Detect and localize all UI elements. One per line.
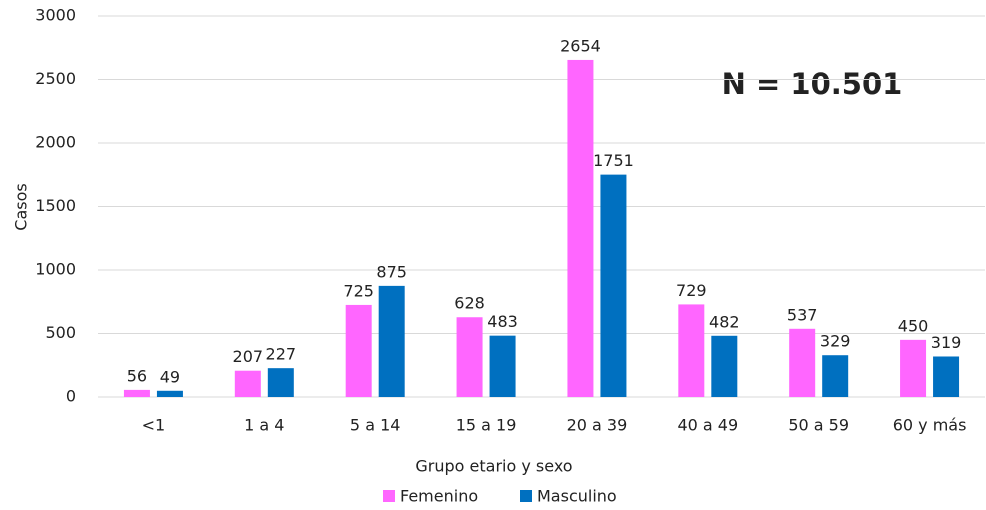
- data-label: 729: [676, 281, 707, 300]
- data-label: 227: [266, 345, 297, 364]
- y-tick-label: 2000: [35, 133, 76, 152]
- data-label: 207: [233, 347, 264, 366]
- x-tick-label: <1: [142, 416, 166, 435]
- data-label: 450: [898, 316, 929, 335]
- legend-label: Masculino: [537, 487, 617, 506]
- bar: [678, 304, 705, 397]
- data-label: 537: [787, 305, 818, 324]
- bar: [234, 370, 261, 397]
- data-label: 1751: [593, 151, 634, 170]
- data-label: 319: [931, 333, 962, 352]
- y-tick-label: 1500: [35, 196, 76, 215]
- bar: [933, 356, 960, 397]
- data-label: 329: [820, 332, 851, 351]
- legend-swatch: [520, 490, 532, 502]
- y-tick-label: 1000: [35, 260, 76, 279]
- y-tick-label: 3000: [35, 6, 76, 25]
- y-tick-label: 500: [45, 323, 76, 342]
- data-label: 628: [454, 294, 485, 313]
- legend-label: Femenino: [400, 487, 478, 506]
- x-tick-label: 40 a 49: [677, 416, 738, 435]
- x-tick-label: 50 a 59: [788, 416, 849, 435]
- bar: [267, 368, 294, 397]
- x-tick-label: 5 a 14: [350, 416, 401, 435]
- data-label: 875: [376, 262, 407, 281]
- bar: [567, 59, 594, 397]
- y-tick-label: 0: [66, 387, 76, 406]
- bar: [600, 174, 627, 397]
- data-label: 56: [127, 366, 147, 385]
- bar: [345, 304, 372, 397]
- x-tick-label: 60 y más: [893, 416, 967, 435]
- bar: [378, 285, 405, 397]
- bar: [156, 390, 183, 397]
- bar: [711, 335, 738, 397]
- x-tick-label: 1 a 4: [244, 416, 284, 435]
- bar: [822, 355, 849, 397]
- x-axis-title: Grupo etario y sexo: [415, 457, 572, 476]
- bar: [123, 389, 150, 397]
- bar: [900, 339, 927, 397]
- annotation: N = 10.501: [722, 67, 903, 101]
- data-label: 2654: [560, 36, 601, 55]
- legend-swatch: [383, 490, 395, 502]
- x-tick-label: 15 a 19: [456, 416, 517, 435]
- bar: [489, 335, 516, 397]
- bar: [789, 328, 816, 397]
- bar: [456, 317, 483, 397]
- data-label: 482: [709, 312, 740, 331]
- x-tick-label: 20 a 39: [567, 416, 628, 435]
- data-label: 49: [160, 367, 180, 386]
- y-axis-title: Casos: [12, 183, 31, 230]
- y-tick-label: 2500: [35, 69, 76, 88]
- data-label: 725: [343, 281, 374, 300]
- data-label: 483: [487, 312, 518, 331]
